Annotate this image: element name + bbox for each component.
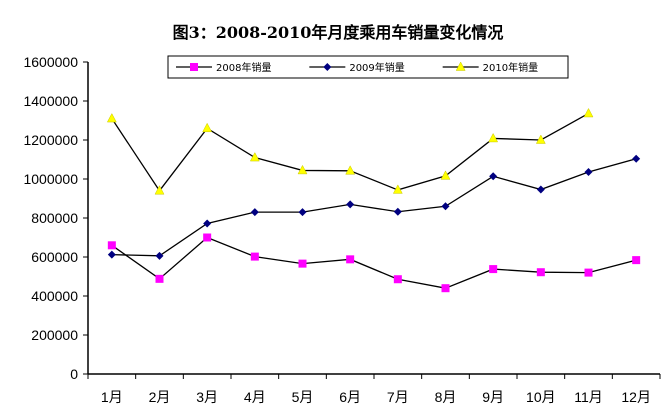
data-point — [584, 268, 593, 277]
series-2 — [107, 154, 641, 260]
series-line — [111, 158, 637, 257]
y-tick-label: 600000 — [31, 249, 78, 265]
data-point — [536, 268, 545, 277]
x-tick-label: 12月 — [621, 389, 651, 405]
data-point — [632, 256, 641, 265]
y-tick-label: 1000000 — [23, 171, 78, 187]
data-point — [155, 251, 164, 260]
data-point — [441, 284, 450, 293]
data-point — [202, 122, 213, 133]
y-tick-label: 800000 — [31, 210, 78, 226]
chart-title: 图3：2008-2010年月度乘用车销量变化情况 — [173, 23, 504, 42]
x-tick-label: 9月 — [482, 389, 504, 405]
x-tick-label: 5月 — [292, 389, 314, 405]
x-tick-label: 3月 — [196, 389, 218, 405]
data-point — [583, 107, 594, 118]
data-point — [488, 132, 499, 143]
data-point — [632, 154, 641, 163]
y-axis-ticks: 0 200000 400000 600000 800000 1000000 1200000 1… — [23, 54, 88, 382]
legend-label: 2010年销量 — [483, 61, 538, 74]
legend: 2008年销量 2009年销量 2010年销量 — [167, 55, 569, 79]
data-point — [441, 202, 450, 211]
data-point — [584, 167, 593, 176]
data-point — [297, 164, 308, 175]
series-3 — [106, 107, 594, 195]
data-point — [203, 233, 212, 242]
x-tick-label: 7月 — [387, 389, 409, 405]
data-point — [154, 185, 165, 195]
data-point — [346, 200, 355, 209]
series-line — [111, 236, 637, 289]
data-point — [249, 152, 260, 162]
y-tick-label: 0 — [70, 366, 78, 382]
data-point — [298, 259, 307, 268]
data-point — [107, 250, 116, 259]
data-point — [535, 134, 546, 144]
legend-marker — [323, 63, 332, 71]
legend-label: 2009年销量 — [349, 61, 404, 74]
data-point — [440, 170, 451, 180]
data-point — [392, 184, 403, 194]
x-tick-label: 8月 — [435, 389, 457, 405]
data-point — [298, 208, 307, 217]
y-tick-label: 400000 — [31, 288, 78, 304]
data-point — [346, 255, 355, 264]
legend-box — [167, 55, 569, 79]
data-point — [107, 241, 116, 250]
data-point — [393, 275, 402, 284]
y-tick-label: 1200000 — [23, 132, 78, 148]
y-tick-label: 200000 — [31, 327, 78, 343]
data-point — [489, 265, 498, 274]
data-point — [203, 219, 212, 228]
data-point — [250, 252, 259, 261]
x-tick-label: 6月 — [339, 389, 361, 405]
data-point — [393, 207, 402, 216]
y-tick-label: 1400000 — [23, 93, 78, 109]
series-line — [111, 112, 589, 192]
x-tick-label: 10月 — [526, 389, 556, 405]
x-axis-ticks: 1月 2月 3月 4月 5月 6月 7月 8月 9月 10月 11月 12月 — [87, 374, 661, 405]
x-tick-label: 2月 — [149, 389, 171, 405]
x-tick-label: 1月 — [101, 389, 123, 405]
x-tick-label: 11月 — [574, 389, 603, 405]
legend-label: 2008年销量 — [216, 61, 271, 74]
data-point — [155, 274, 164, 283]
data-point — [345, 165, 356, 175]
data-point — [489, 172, 498, 181]
series-1 — [107, 233, 641, 293]
x-tick-label: 4月 — [244, 389, 266, 405]
y-tick-label: 1600000 — [23, 54, 78, 70]
data-point — [250, 208, 259, 217]
legend-marker — [190, 63, 198, 71]
series-layer — [106, 107, 641, 293]
data-point — [536, 185, 545, 194]
data-point — [106, 113, 117, 123]
legend-marker — [455, 61, 466, 71]
